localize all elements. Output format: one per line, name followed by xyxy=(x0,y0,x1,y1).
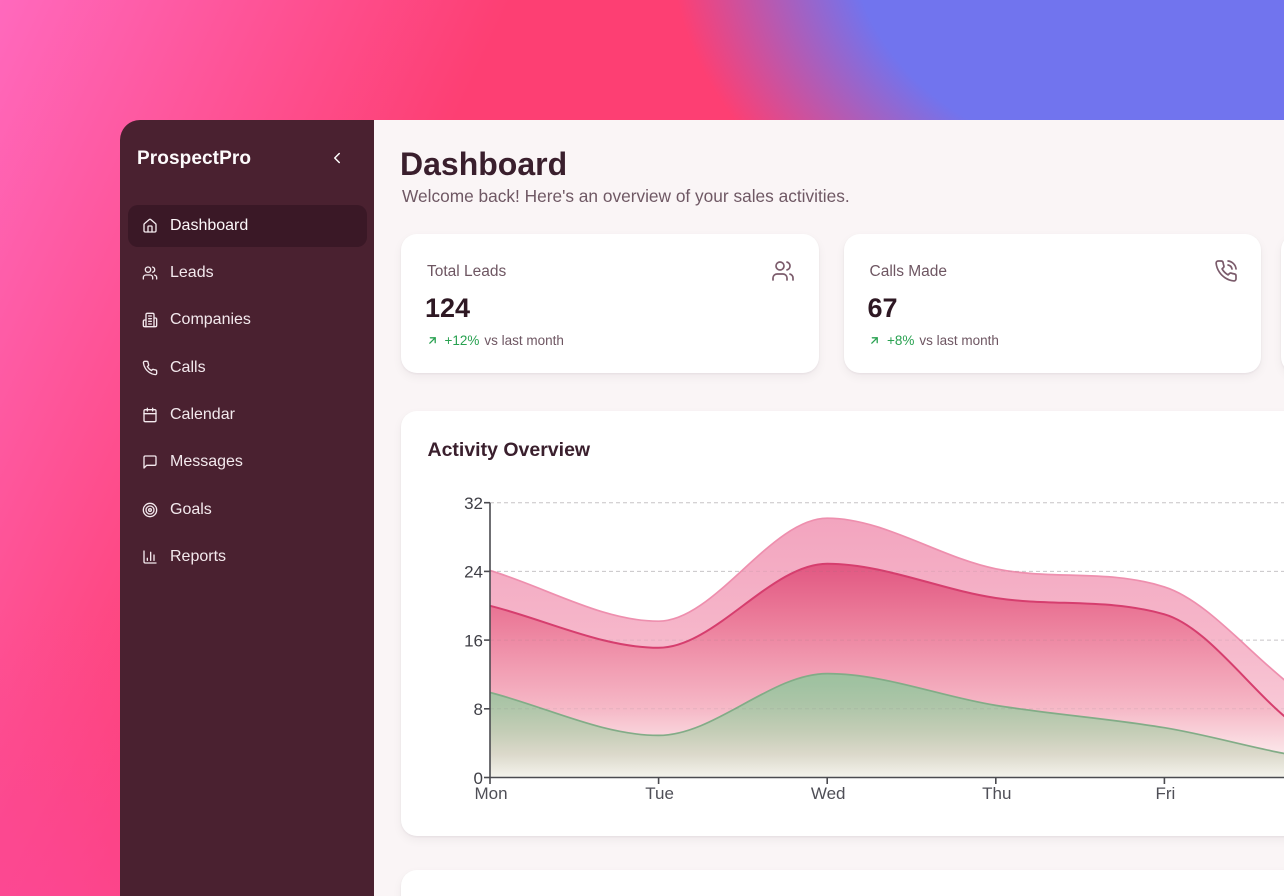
svg-text:Thu: Thu xyxy=(982,784,1011,803)
svg-text:Wed: Wed xyxy=(811,784,846,803)
svg-text:8: 8 xyxy=(474,700,483,719)
svg-text:32: 32 xyxy=(464,494,483,513)
svg-text:24: 24 xyxy=(464,563,483,582)
svg-text:Mon: Mon xyxy=(474,784,507,803)
svg-text:0: 0 xyxy=(474,769,483,788)
svg-text:Fri: Fri xyxy=(1155,784,1175,803)
svg-text:16: 16 xyxy=(464,631,483,650)
svg-text:Tue: Tue xyxy=(645,784,674,803)
